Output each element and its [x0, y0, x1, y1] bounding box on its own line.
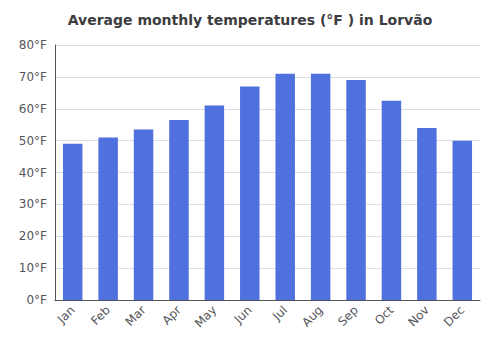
svg-text:Sep: Sep	[335, 303, 361, 329]
svg-text:Average monthly temperatures (: Average monthly temperatures (°F ) in Lo…	[68, 12, 433, 28]
svg-text:50°F: 50°F	[19, 134, 47, 148]
svg-text:70°F: 70°F	[19, 70, 47, 84]
svg-text:Jan: Jan	[54, 303, 78, 327]
svg-text:30°F: 30°F	[19, 197, 47, 211]
svg-text:0°F: 0°F	[26, 293, 47, 307]
svg-text:Feb: Feb	[88, 303, 113, 328]
svg-text:10°F: 10°F	[19, 261, 47, 275]
svg-text:Mar: Mar	[123, 303, 149, 329]
svg-text:Apr: Apr	[159, 303, 184, 328]
svg-text:40°F: 40°F	[19, 166, 47, 180]
svg-text:20°F: 20°F	[19, 229, 47, 243]
svg-text:Jun: Jun	[231, 303, 255, 327]
svg-text:80°F: 80°F	[19, 38, 47, 52]
svg-text:Jul: Jul	[269, 303, 290, 324]
svg-text:Nov: Nov	[405, 303, 431, 329]
svg-text:May: May	[192, 303, 219, 330]
svg-text:Dec: Dec	[441, 303, 467, 329]
svg-text:60°F: 60°F	[19, 102, 47, 116]
svg-text:Aug: Aug	[299, 303, 325, 329]
svg-text:Oct: Oct	[372, 303, 397, 328]
